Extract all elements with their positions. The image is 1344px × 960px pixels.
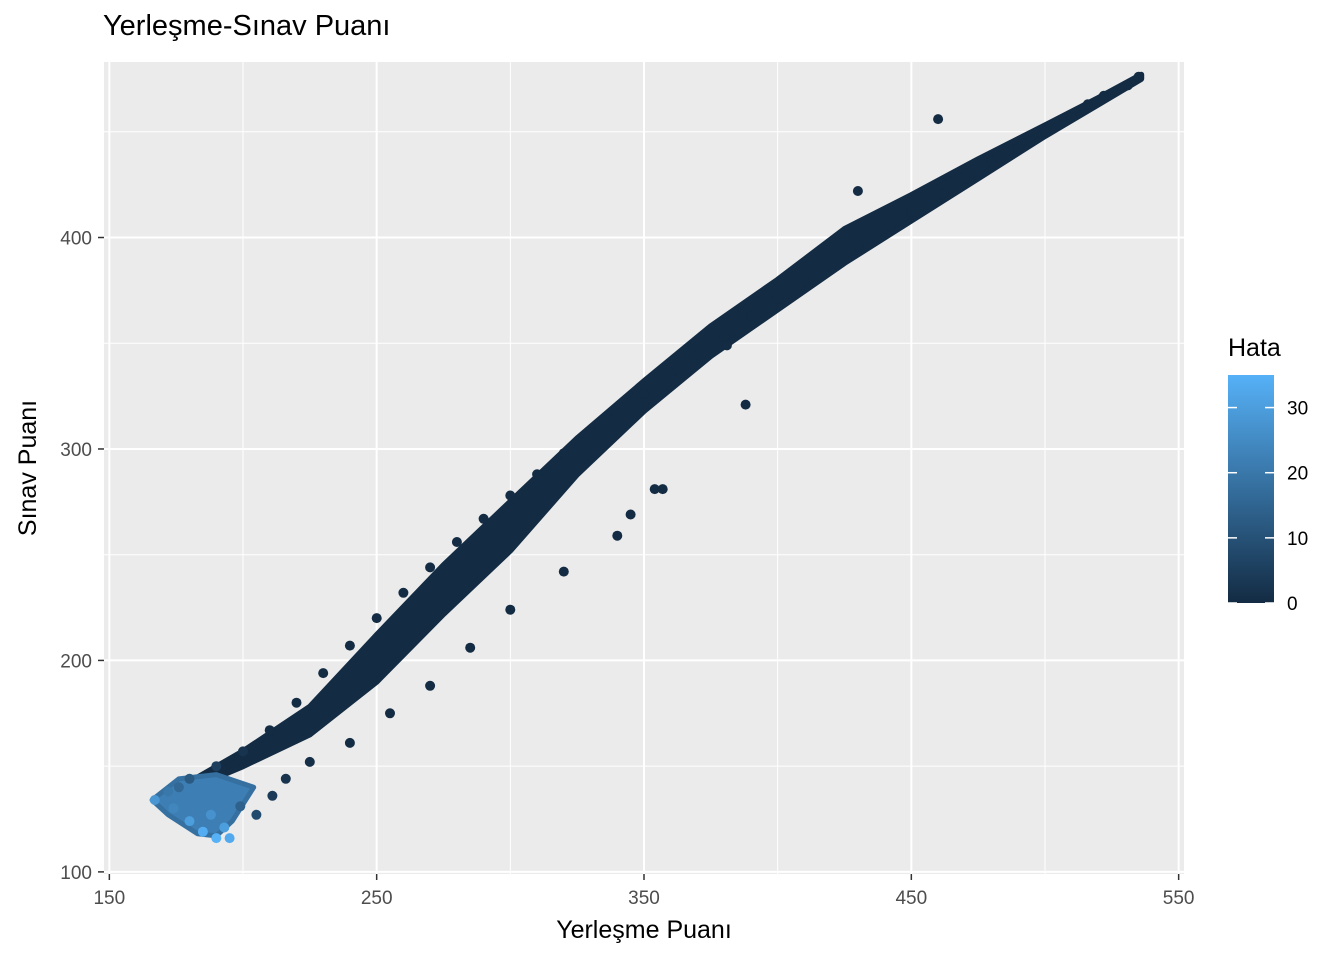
data-point <box>692 348 703 359</box>
x-tick-label: 350 <box>628 888 660 909</box>
data-point <box>168 803 179 814</box>
legend-title: Hata <box>1228 334 1281 362</box>
data-point <box>612 530 623 541</box>
data-point <box>184 773 195 784</box>
data-point <box>665 367 676 378</box>
data-point <box>906 207 917 218</box>
major-gridlines <box>104 62 1184 874</box>
data-point <box>318 668 329 679</box>
data-point <box>197 826 208 837</box>
y-tick-label: 300 <box>60 440 92 461</box>
data-point <box>344 737 355 748</box>
data-point <box>219 822 230 833</box>
data-point <box>149 795 160 805</box>
data-point <box>211 761 222 772</box>
data-point <box>304 756 315 767</box>
data-point <box>425 562 436 573</box>
data-point <box>251 809 262 820</box>
data-points <box>149 71 1144 844</box>
data-point <box>558 448 569 459</box>
data-point <box>745 310 756 321</box>
data-point <box>639 389 649 399</box>
legend-label: 30 <box>1287 399 1308 420</box>
data-point <box>1082 99 1093 110</box>
data-point <box>740 399 751 410</box>
data-point <box>558 566 569 577</box>
data-point <box>1013 143 1024 154</box>
data-point <box>612 408 623 418</box>
legend-colorbar <box>1228 375 1274 603</box>
data-point <box>478 513 489 524</box>
x-tick-label: 550 <box>1163 888 1195 909</box>
x-tick-label: 250 <box>361 888 393 909</box>
data-point <box>852 186 863 196</box>
data-point <box>264 725 275 736</box>
data-point <box>938 188 949 199</box>
data-point <box>291 697 302 708</box>
data-point <box>649 484 660 495</box>
data-point <box>585 427 596 438</box>
data-point <box>451 537 462 547</box>
legend-label: 20 <box>1287 464 1308 485</box>
y-tick-label: 400 <box>60 229 92 250</box>
legend-ticks: 0 10 20 30 <box>1228 399 1308 615</box>
data-point <box>721 340 732 351</box>
data-point <box>238 746 248 757</box>
data-point <box>267 790 278 801</box>
data-point <box>385 708 395 719</box>
data-point <box>184 816 195 827</box>
data-point <box>505 490 516 501</box>
data-point <box>719 331 730 342</box>
data-point <box>1066 112 1077 122</box>
data-point <box>173 782 184 793</box>
legend-label: 0 <box>1287 594 1298 615</box>
data-point <box>884 221 895 232</box>
data-point <box>799 274 810 285</box>
data-point <box>224 833 235 844</box>
data-point <box>657 484 668 495</box>
y-tick-label: 200 <box>60 651 92 672</box>
data-point <box>280 773 291 784</box>
data-point <box>986 156 997 167</box>
data-point <box>852 241 863 251</box>
data-point <box>933 114 944 125</box>
x-axis-title: Yerleşme Puanı <box>556 916 732 944</box>
x-tick-label: 150 <box>93 888 125 909</box>
y-tick-label: 100 <box>60 863 92 884</box>
data-point <box>826 260 837 270</box>
data-point <box>163 786 174 797</box>
color-legend: Hata 0 10 20 30 <box>1228 334 1308 615</box>
data-point <box>625 509 636 520</box>
data-point <box>205 809 216 820</box>
legend-label: 10 <box>1287 529 1308 550</box>
data-point <box>211 833 222 844</box>
data-point <box>1133 71 1144 82</box>
data-point <box>371 613 382 624</box>
data-point <box>465 642 476 653</box>
data-point <box>959 173 970 184</box>
data-point <box>1098 90 1109 101</box>
chart-title: Yerleşme-Sınav Puanı <box>103 10 391 42</box>
data-point <box>192 797 203 808</box>
y-axis-title: Sınav Puanı <box>14 400 42 536</box>
data-point <box>398 587 409 598</box>
data-point <box>772 293 783 304</box>
data-point <box>235 801 246 812</box>
data-point <box>1122 80 1133 91</box>
axes: 150 250 350 450 550 100 200 300 400 <box>60 229 1194 909</box>
data-point <box>532 469 543 480</box>
x-tick-label: 450 <box>895 888 927 909</box>
data-point <box>1040 126 1050 137</box>
data-point <box>344 640 355 651</box>
data-point <box>505 604 516 615</box>
data-point <box>425 680 436 691</box>
